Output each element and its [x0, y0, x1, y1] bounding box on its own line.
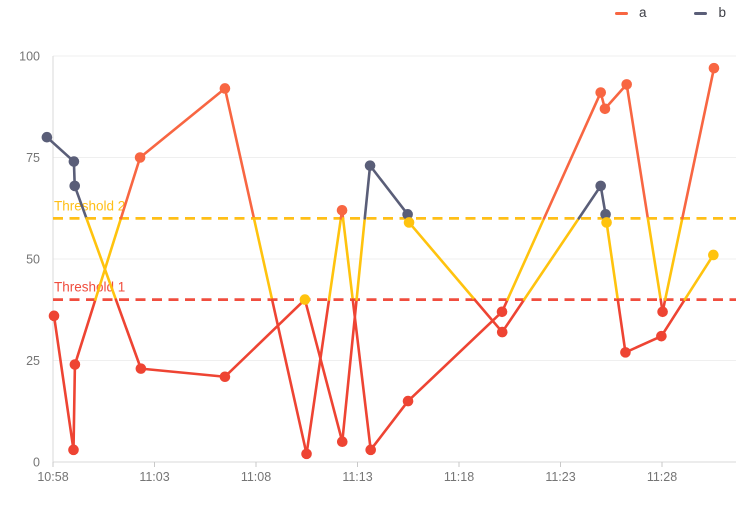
series-a-segment — [663, 217, 684, 301]
x-tick-label: 11:28 — [647, 470, 677, 484]
series-a-segment — [646, 217, 662, 301]
series-b-point[interactable] — [403, 217, 415, 228]
series-a-segment — [680, 66, 716, 220]
series-b-segment — [355, 217, 367, 301]
series-a-point[interactable] — [402, 395, 414, 407]
series-a-segment — [305, 298, 331, 456]
series-b-point[interactable] — [135, 363, 147, 374]
series-b-point[interactable] — [496, 326, 508, 338]
series-a-segment — [94, 217, 123, 301]
series-a-point[interactable] — [301, 448, 312, 460]
x-tick-label: 11:08 — [241, 470, 271, 484]
series-b-segment — [340, 298, 358, 444]
series-a-point[interactable] — [134, 152, 146, 163]
series-b-point[interactable] — [402, 209, 413, 220]
series-b-point[interactable] — [595, 180, 606, 192]
series-a-point[interactable] — [708, 62, 720, 74]
series-b-segment — [624, 334, 663, 354]
series-a-point[interactable] — [657, 306, 668, 318]
x-tick-label: 11:18 — [444, 470, 474, 484]
series-b-point[interactable] — [41, 131, 53, 143]
series-b-point[interactable] — [601, 217, 612, 228]
series-b-segment — [605, 221, 620, 301]
series-a-segment — [506, 217, 546, 301]
legend-item-b[interactable]: b — [694, 5, 726, 21]
series-a-segment — [603, 83, 628, 111]
series-a-segment — [406, 310, 504, 403]
series-a-point[interactable] — [496, 306, 508, 318]
series-a-point[interactable] — [48, 310, 60, 322]
series-b-point[interactable] — [708, 249, 719, 261]
series-a-segment — [223, 87, 256, 220]
series-b-point[interactable] — [69, 180, 81, 192]
series-a-segment — [73, 298, 97, 366]
series-a-segment — [270, 298, 308, 456]
series-a-swatch — [614, 11, 628, 15]
series-b-segment — [363, 164, 372, 220]
series-a-segment — [138, 87, 227, 159]
x-tick-label: 10:58 — [37, 470, 68, 484]
series-a-segment — [252, 217, 274, 301]
series-a-point[interactable] — [336, 204, 348, 216]
series-a-segment — [542, 91, 602, 220]
series-b-point[interactable] — [600, 209, 611, 220]
series-b-segment — [114, 298, 143, 370]
series-b-segment — [473, 298, 504, 334]
y-tick-label: 50 — [26, 253, 40, 267]
x-tick-label: 11:23 — [545, 470, 575, 484]
series-a-point[interactable] — [69, 359, 81, 370]
series-a-segment — [52, 314, 75, 452]
series-b-segment — [139, 367, 227, 379]
legend: a b — [614, 5, 726, 21]
series-a-segment — [327, 217, 343, 301]
series-b-segment — [500, 298, 526, 334]
series-b-point[interactable] — [656, 330, 667, 342]
series-a-segment — [119, 156, 142, 220]
series-a-segment — [369, 399, 410, 452]
series-b-segment — [223, 298, 307, 379]
series-b-segment — [616, 298, 627, 354]
series-b-point[interactable] — [620, 347, 631, 358]
y-tick-label: 75 — [26, 151, 40, 165]
series-a-point[interactable] — [219, 83, 231, 94]
series-b-point[interactable] — [336, 436, 348, 448]
series-a-point[interactable] — [599, 103, 611, 115]
x-tick-label: 11:13 — [342, 470, 372, 484]
series-a-point[interactable] — [68, 444, 79, 456]
series-b-segment — [407, 221, 476, 301]
series-a-label: a — [638, 5, 647, 20]
series-b-point[interactable] — [364, 160, 376, 171]
threshold-label: Threshold 2 — [54, 198, 125, 213]
series-a-segment — [351, 298, 372, 452]
legend-item-a[interactable]: a — [614, 5, 647, 21]
threshold-label: Threshold 1 — [54, 280, 125, 295]
x-tick-label: 11:03 — [139, 470, 169, 484]
series-b-segment — [73, 184, 88, 220]
series-b-segment — [683, 253, 715, 301]
series-b-segment — [660, 298, 687, 338]
series-a-segment — [72, 363, 77, 452]
series-b-segment — [85, 217, 118, 301]
series-a-segment — [625, 83, 650, 220]
series-b-segment — [303, 298, 344, 444]
series-a-segment — [341, 217, 355, 301]
series-b-segment — [368, 164, 409, 216]
series-a-point[interactable] — [595, 87, 606, 98]
series-b-segment — [577, 184, 602, 220]
series-b-label: b — [718, 5, 726, 20]
y-tick-label: 0 — [33, 456, 40, 470]
series-b-point[interactable] — [299, 294, 311, 305]
series-b-point[interactable] — [219, 371, 231, 383]
series-b-segment — [45, 135, 76, 163]
series-b-point[interactable] — [68, 156, 80, 167]
series-a-point[interactable] — [621, 79, 632, 90]
y-tick-label: 100 — [19, 50, 40, 64]
series-b-swatch — [694, 11, 708, 15]
series-a-point[interactable] — [365, 444, 376, 456]
y-tick-label: 25 — [26, 354, 40, 368]
series-b-segment — [522, 217, 581, 301]
